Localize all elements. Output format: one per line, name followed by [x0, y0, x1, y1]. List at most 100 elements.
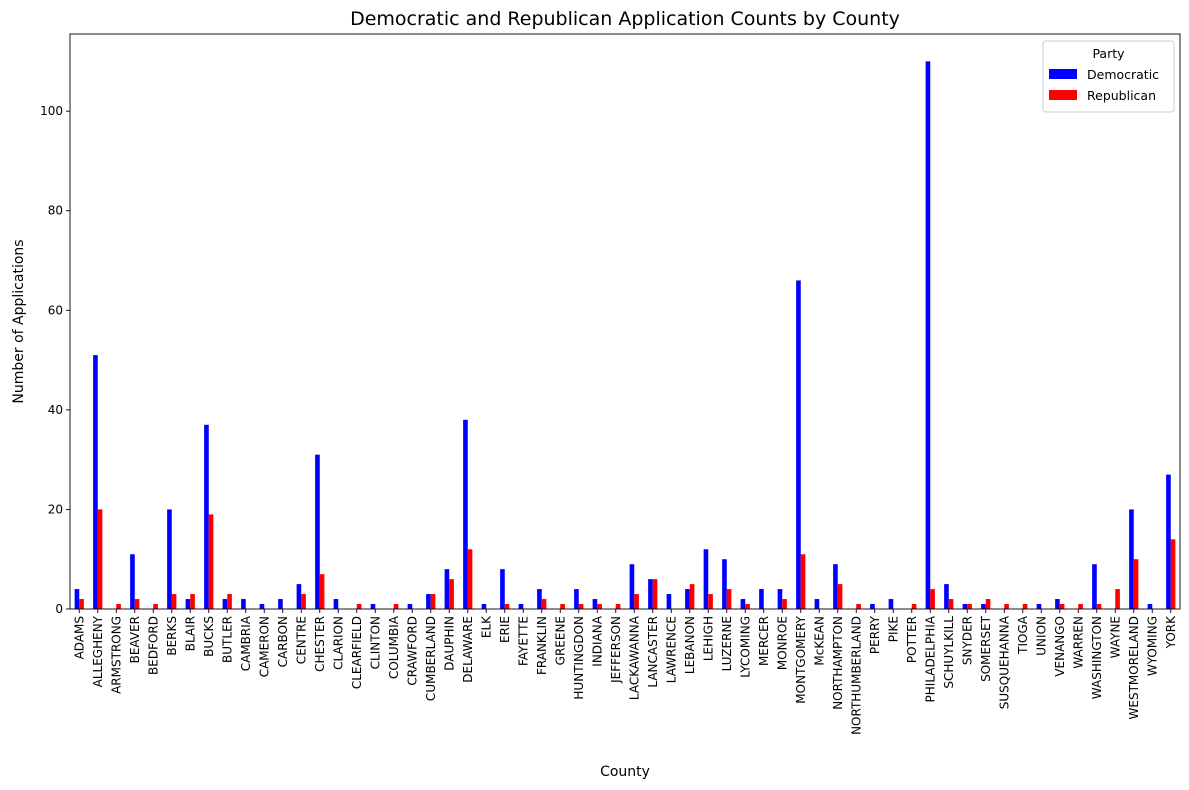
- bar-democratic-indiana: [592, 599, 598, 609]
- x-tick-label: WESTMORELAND: [1127, 616, 1141, 720]
- bar-republican-franklin: [541, 599, 547, 609]
- x-tick-label: MONROE: [775, 616, 789, 670]
- x-tick-label: DELAWARE: [461, 616, 475, 683]
- bar-republican-lebanon: [689, 584, 695, 609]
- x-tick-label: SUSQUEHANNA: [997, 615, 1011, 709]
- y-tick-label: 0: [55, 602, 63, 616]
- bar-republican-venango: [1059, 604, 1065, 609]
- bar-democratic-snyder: [962, 604, 968, 609]
- x-tick-label: LACKAWANNA: [627, 615, 641, 700]
- x-tick-label: ALLEGHENY: [91, 615, 105, 687]
- x-tick-label: CRAWFORD: [405, 616, 419, 686]
- x-tick-label: PHILADELPHIA: [923, 615, 937, 702]
- bar-republican-armstrong: [116, 604, 121, 609]
- bars-layer: [74, 61, 1176, 609]
- bar-republican-blair: [190, 594, 195, 609]
- x-tick-label: CUMBERLAND: [424, 616, 438, 701]
- bar-republican-clearfield: [356, 604, 362, 609]
- y-tick-label: 80: [48, 204, 63, 218]
- legend-title: Party: [1092, 46, 1125, 61]
- bar-republican-washington: [1096, 604, 1102, 609]
- labels-layer: 0 20 40 60 80 100 ADAMS ALLEGHENY ARMSTRONG BEAVE…: [11, 8, 1178, 780]
- x-tick-label: PERRY: [868, 615, 882, 654]
- bar-democratic-allegheny: [93, 355, 98, 609]
- bar-democratic-huntingdon: [574, 589, 579, 609]
- bar-democratic-pike: [888, 599, 894, 609]
- x-tick-label: CLEARFIELD: [350, 616, 364, 689]
- bar-democratic-butler: [222, 599, 228, 609]
- axes-layer: [66, 33, 1181, 613]
- bar-republican-adams: [79, 599, 84, 609]
- x-tick-label: BLAIR: [183, 616, 197, 651]
- x-tick-label: VENANGO: [1053, 616, 1067, 677]
- x-tick-label: SNYDER: [960, 616, 974, 665]
- bar-republican-york: [1170, 539, 1176, 609]
- bar-democratic-mckean: [814, 599, 820, 609]
- x-tick-label: CHESTER: [313, 616, 327, 672]
- x-tick-label: WARREN: [1071, 616, 1085, 669]
- bar-republican-warren: [1078, 604, 1083, 609]
- x-tick-label: CAMERON: [257, 616, 271, 677]
- bar-democratic-monroe: [777, 589, 783, 609]
- plot-frame: [69, 33, 1181, 610]
- bar-democratic-luzerne: [722, 559, 727, 609]
- bar-republican-lancaster: [652, 579, 658, 609]
- bar-republican-philadelphia: [930, 589, 935, 609]
- bar-democratic-mercer: [759, 589, 764, 609]
- bar-republican-lackawanna: [634, 594, 639, 609]
- x-axis-label: County: [600, 764, 650, 780]
- bar-republican-dauphin: [449, 579, 454, 609]
- bar-democratic-perry: [870, 604, 875, 609]
- legend: Party Democratic Republican: [1042, 40, 1175, 113]
- x-tick-label: WAYNE: [1108, 616, 1122, 658]
- bar-republican-wayne: [1115, 589, 1120, 609]
- bar-democratic-erie: [500, 569, 505, 609]
- x-tick-label: LAWRENCE: [664, 616, 678, 683]
- x-tick-label: ERIE: [498, 616, 512, 643]
- bar-democratic-beaver: [130, 554, 135, 609]
- bar-republican-allegheny: [97, 509, 103, 609]
- bar-republican-northumberland: [856, 604, 861, 609]
- bar-democratic-blair: [185, 599, 191, 609]
- bar-republican-northampton: [837, 584, 843, 609]
- x-tick-label: MERCER: [757, 616, 771, 666]
- bar-democratic-westmoreland: [1129, 509, 1134, 609]
- x-tick-label: LEBANON: [683, 616, 697, 674]
- x-tick-label: COLUMBIA: [387, 615, 401, 679]
- bar-democratic-venango: [1055, 599, 1060, 609]
- x-tick-label: LEHIGH: [701, 616, 715, 661]
- x-tick-label: GREENE: [553, 616, 567, 665]
- x-tick-label: FAYETTE: [516, 616, 530, 666]
- bar-republican-montgomery: [800, 554, 806, 609]
- bar-democratic-elk: [481, 604, 487, 609]
- y-tick-label: 20: [48, 502, 63, 516]
- x-tick-label: CENTRE: [294, 616, 308, 664]
- x-tick-label: FRANKLIN: [535, 616, 549, 675]
- x-tick-label: YORK: [1164, 615, 1178, 649]
- x-tick-label: CLARION: [331, 616, 345, 670]
- bar-democratic-montgomery: [796, 280, 801, 609]
- x-tick-label: CARBON: [276, 616, 290, 667]
- bar-republican-columbia: [393, 604, 399, 609]
- bar-republican-beaver: [134, 599, 140, 609]
- bar-republican-snyder: [967, 604, 972, 609]
- bar-democratic-cambria: [241, 599, 246, 609]
- x-tick-label: WYOMING: [1145, 616, 1159, 676]
- x-tick-label: JEFFERSON: [609, 616, 623, 684]
- bar-republican-tioga: [1022, 604, 1028, 609]
- bar-democratic-delaware: [463, 419, 468, 609]
- bar-republican-indiana: [597, 604, 602, 609]
- legend-swatch-democratic: [1049, 69, 1077, 79]
- bar-republican-schuylkill: [948, 599, 954, 609]
- x-tick-label: LANCASTER: [646, 616, 660, 688]
- bar-democratic-lancaster: [648, 579, 653, 609]
- bar-democratic-carbon: [278, 599, 283, 609]
- y-tick-label: 60: [48, 303, 63, 317]
- bar-democratic-northampton: [833, 564, 838, 609]
- bar-democratic-union: [1036, 604, 1042, 609]
- y-axis-label: Number of Applications: [11, 239, 27, 403]
- x-tick-label: INDIANA: [590, 615, 604, 666]
- x-tick-label: BEAVER: [128, 616, 142, 663]
